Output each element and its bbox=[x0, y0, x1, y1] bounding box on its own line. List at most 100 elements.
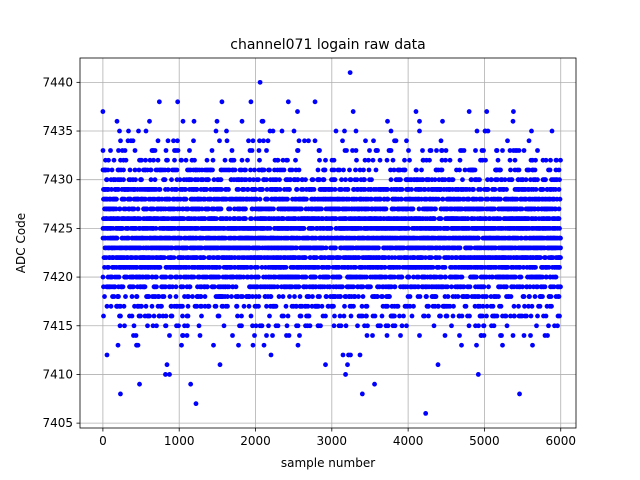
data-point bbox=[434, 148, 439, 153]
data-point bbox=[443, 148, 449, 153]
data-point bbox=[494, 148, 500, 153]
data-point bbox=[299, 206, 304, 212]
data-point bbox=[364, 333, 370, 338]
data-point bbox=[174, 167, 180, 173]
data-point bbox=[460, 177, 465, 183]
data-point bbox=[121, 177, 126, 183]
data-point bbox=[490, 303, 496, 309]
data-point bbox=[252, 333, 257, 338]
data-point bbox=[204, 157, 210, 163]
data-point bbox=[301, 225, 307, 231]
data-point bbox=[157, 313, 162, 319]
data-point bbox=[516, 148, 522, 153]
data-point bbox=[444, 313, 450, 319]
data-point bbox=[476, 323, 481, 329]
data-point bbox=[463, 303, 469, 309]
data-point bbox=[256, 177, 261, 183]
data-point bbox=[556, 187, 562, 192]
data-point bbox=[533, 157, 538, 163]
data-point bbox=[270, 128, 276, 134]
data-point bbox=[226, 187, 231, 192]
data-point bbox=[392, 323, 398, 329]
data-point bbox=[250, 342, 256, 348]
data-point bbox=[447, 157, 453, 163]
data-point bbox=[505, 138, 510, 144]
data-point bbox=[333, 245, 338, 251]
data-point bbox=[180, 313, 185, 319]
data-point bbox=[435, 362, 441, 368]
data-point bbox=[133, 177, 138, 183]
data-point bbox=[285, 157, 290, 163]
data-point bbox=[142, 284, 148, 290]
data-point bbox=[473, 148, 478, 153]
data-point bbox=[206, 206, 211, 212]
data-point bbox=[121, 167, 126, 173]
data-point bbox=[109, 167, 115, 173]
data-point bbox=[535, 148, 540, 153]
data-point bbox=[161, 294, 167, 299]
data-point bbox=[323, 157, 328, 163]
data-point bbox=[508, 294, 514, 299]
data-point bbox=[365, 323, 370, 329]
data-point bbox=[407, 157, 412, 163]
data-point bbox=[417, 128, 422, 134]
data-point bbox=[530, 342, 535, 348]
data-point bbox=[114, 235, 120, 241]
data-point bbox=[165, 138, 171, 144]
data-point bbox=[445, 294, 451, 299]
data-point bbox=[199, 206, 205, 212]
data-point bbox=[338, 323, 344, 329]
data-point bbox=[225, 303, 230, 309]
data-point bbox=[481, 333, 487, 338]
data-point bbox=[167, 333, 172, 338]
data-point bbox=[527, 294, 532, 299]
data-point bbox=[202, 216, 208, 222]
data-point bbox=[516, 303, 521, 309]
data-point bbox=[123, 157, 129, 163]
data-point bbox=[171, 255, 177, 261]
data-point bbox=[234, 303, 240, 309]
data-point bbox=[438, 216, 444, 222]
data-point bbox=[297, 294, 303, 299]
data-point bbox=[543, 157, 549, 163]
data-point bbox=[257, 138, 262, 144]
data-point bbox=[533, 264, 538, 270]
data-point bbox=[249, 148, 255, 153]
data-point bbox=[426, 303, 431, 309]
data-point bbox=[267, 225, 273, 231]
data-point bbox=[260, 118, 266, 124]
data-point bbox=[201, 255, 207, 261]
data-point bbox=[481, 148, 486, 153]
data-point bbox=[474, 128, 480, 134]
data-point bbox=[556, 216, 562, 222]
data-point bbox=[183, 196, 189, 202]
data-point bbox=[167, 294, 173, 299]
data-point bbox=[187, 284, 193, 290]
data-point bbox=[303, 255, 308, 261]
data-point bbox=[295, 323, 301, 329]
data-point bbox=[508, 167, 513, 173]
data-point bbox=[438, 313, 443, 319]
grid bbox=[80, 58, 576, 428]
data-point bbox=[420, 148, 425, 153]
data-point bbox=[555, 323, 560, 329]
data-point bbox=[556, 294, 562, 299]
data-point bbox=[236, 342, 241, 348]
data-point bbox=[137, 216, 143, 222]
data-point bbox=[102, 294, 107, 299]
data-point bbox=[399, 187, 405, 192]
data-point bbox=[261, 138, 266, 144]
data-point bbox=[179, 157, 184, 163]
data-point bbox=[206, 303, 212, 309]
data-point bbox=[348, 352, 353, 358]
data-point bbox=[424, 294, 429, 299]
data-point bbox=[248, 167, 253, 173]
data-point bbox=[535, 177, 540, 183]
data-point bbox=[318, 323, 323, 329]
data-point bbox=[457, 157, 463, 163]
data-point bbox=[209, 148, 215, 153]
data-point bbox=[143, 303, 149, 309]
data-point bbox=[169, 177, 174, 183]
data-point bbox=[277, 187, 283, 192]
data-point bbox=[126, 128, 131, 134]
